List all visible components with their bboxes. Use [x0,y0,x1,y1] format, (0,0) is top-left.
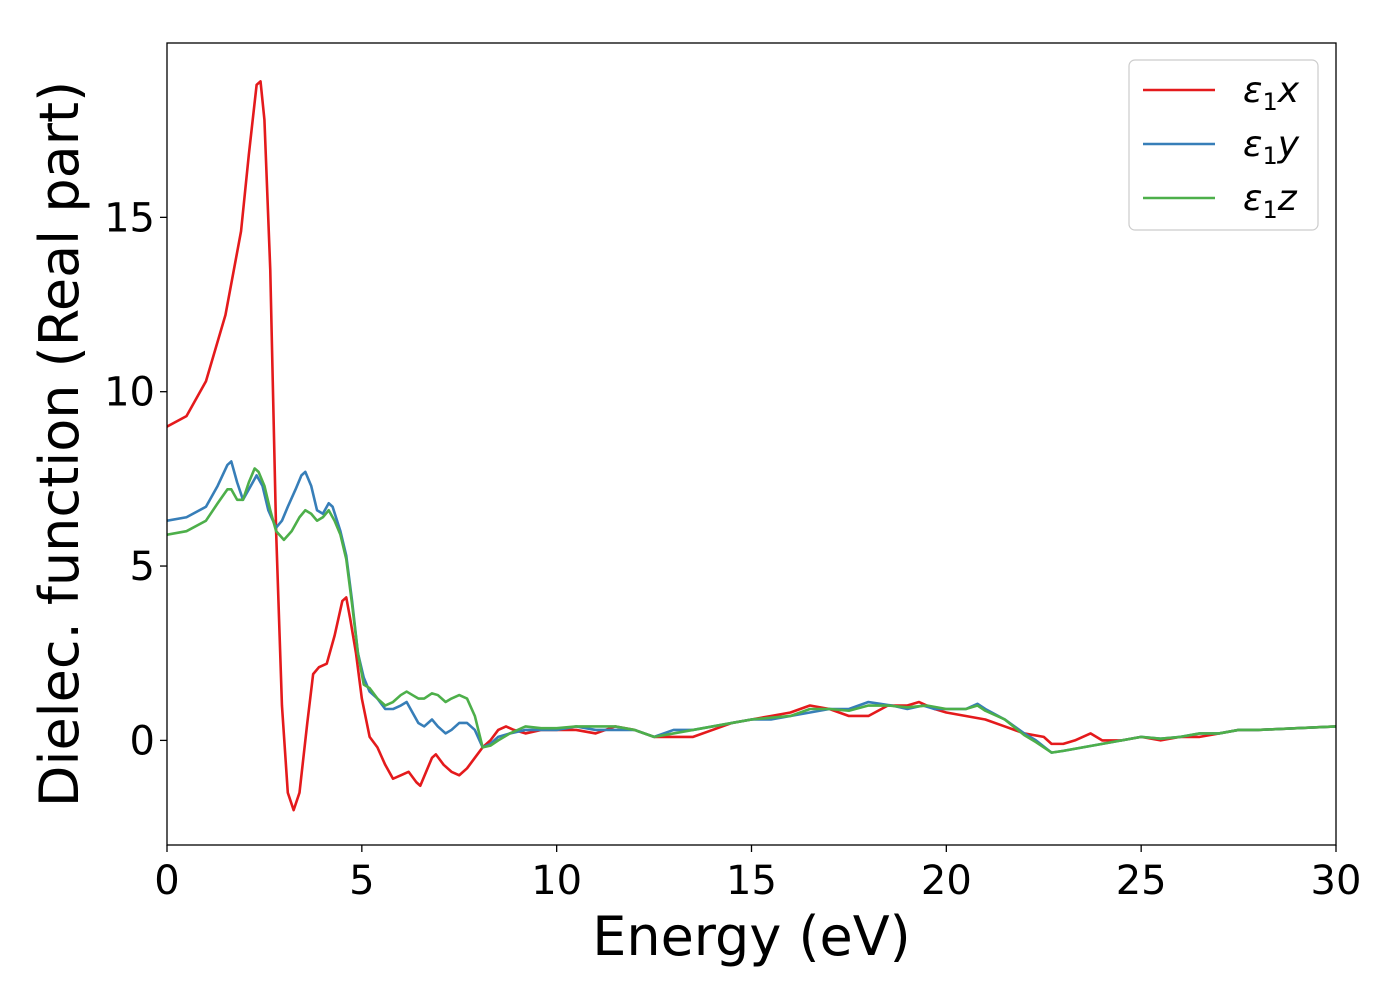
series-layer [167,80,1336,812]
y-tick-label: 0 [130,718,155,764]
legend-label-x: ε1x [1243,70,1300,116]
x-axis-ticks: 0 5 10 15 20 25 30 [154,845,1361,904]
x-tick-label: 5 [349,858,374,904]
x-tick-label: 0 [154,858,179,904]
x-tick-label: 10 [531,858,582,904]
series-line-x [167,80,1336,812]
y-tick-label: 5 [130,544,155,590]
series-line-z [167,467,1336,754]
y-tick-label: 15 [104,195,155,241]
x-tick-label: 20 [921,858,972,904]
legend-box [1128,59,1319,231]
x-tick-label: 30 [1311,858,1362,904]
y-axis-label: Dielec. function (Real part) [28,81,91,807]
x-tick-label: 15 [726,858,777,904]
y-tick-label: 10 [104,370,155,416]
legend: ε1x ε1y ε1z [1128,59,1319,231]
legend-label-z: ε1z [1243,178,1298,224]
x-axis-label: Energy (eV) [592,905,911,968]
legend-label-y: ε1y [1243,124,1300,170]
y-axis-ticks: 0 5 10 15 [104,195,167,764]
x-tick-label: 25 [1116,858,1167,904]
